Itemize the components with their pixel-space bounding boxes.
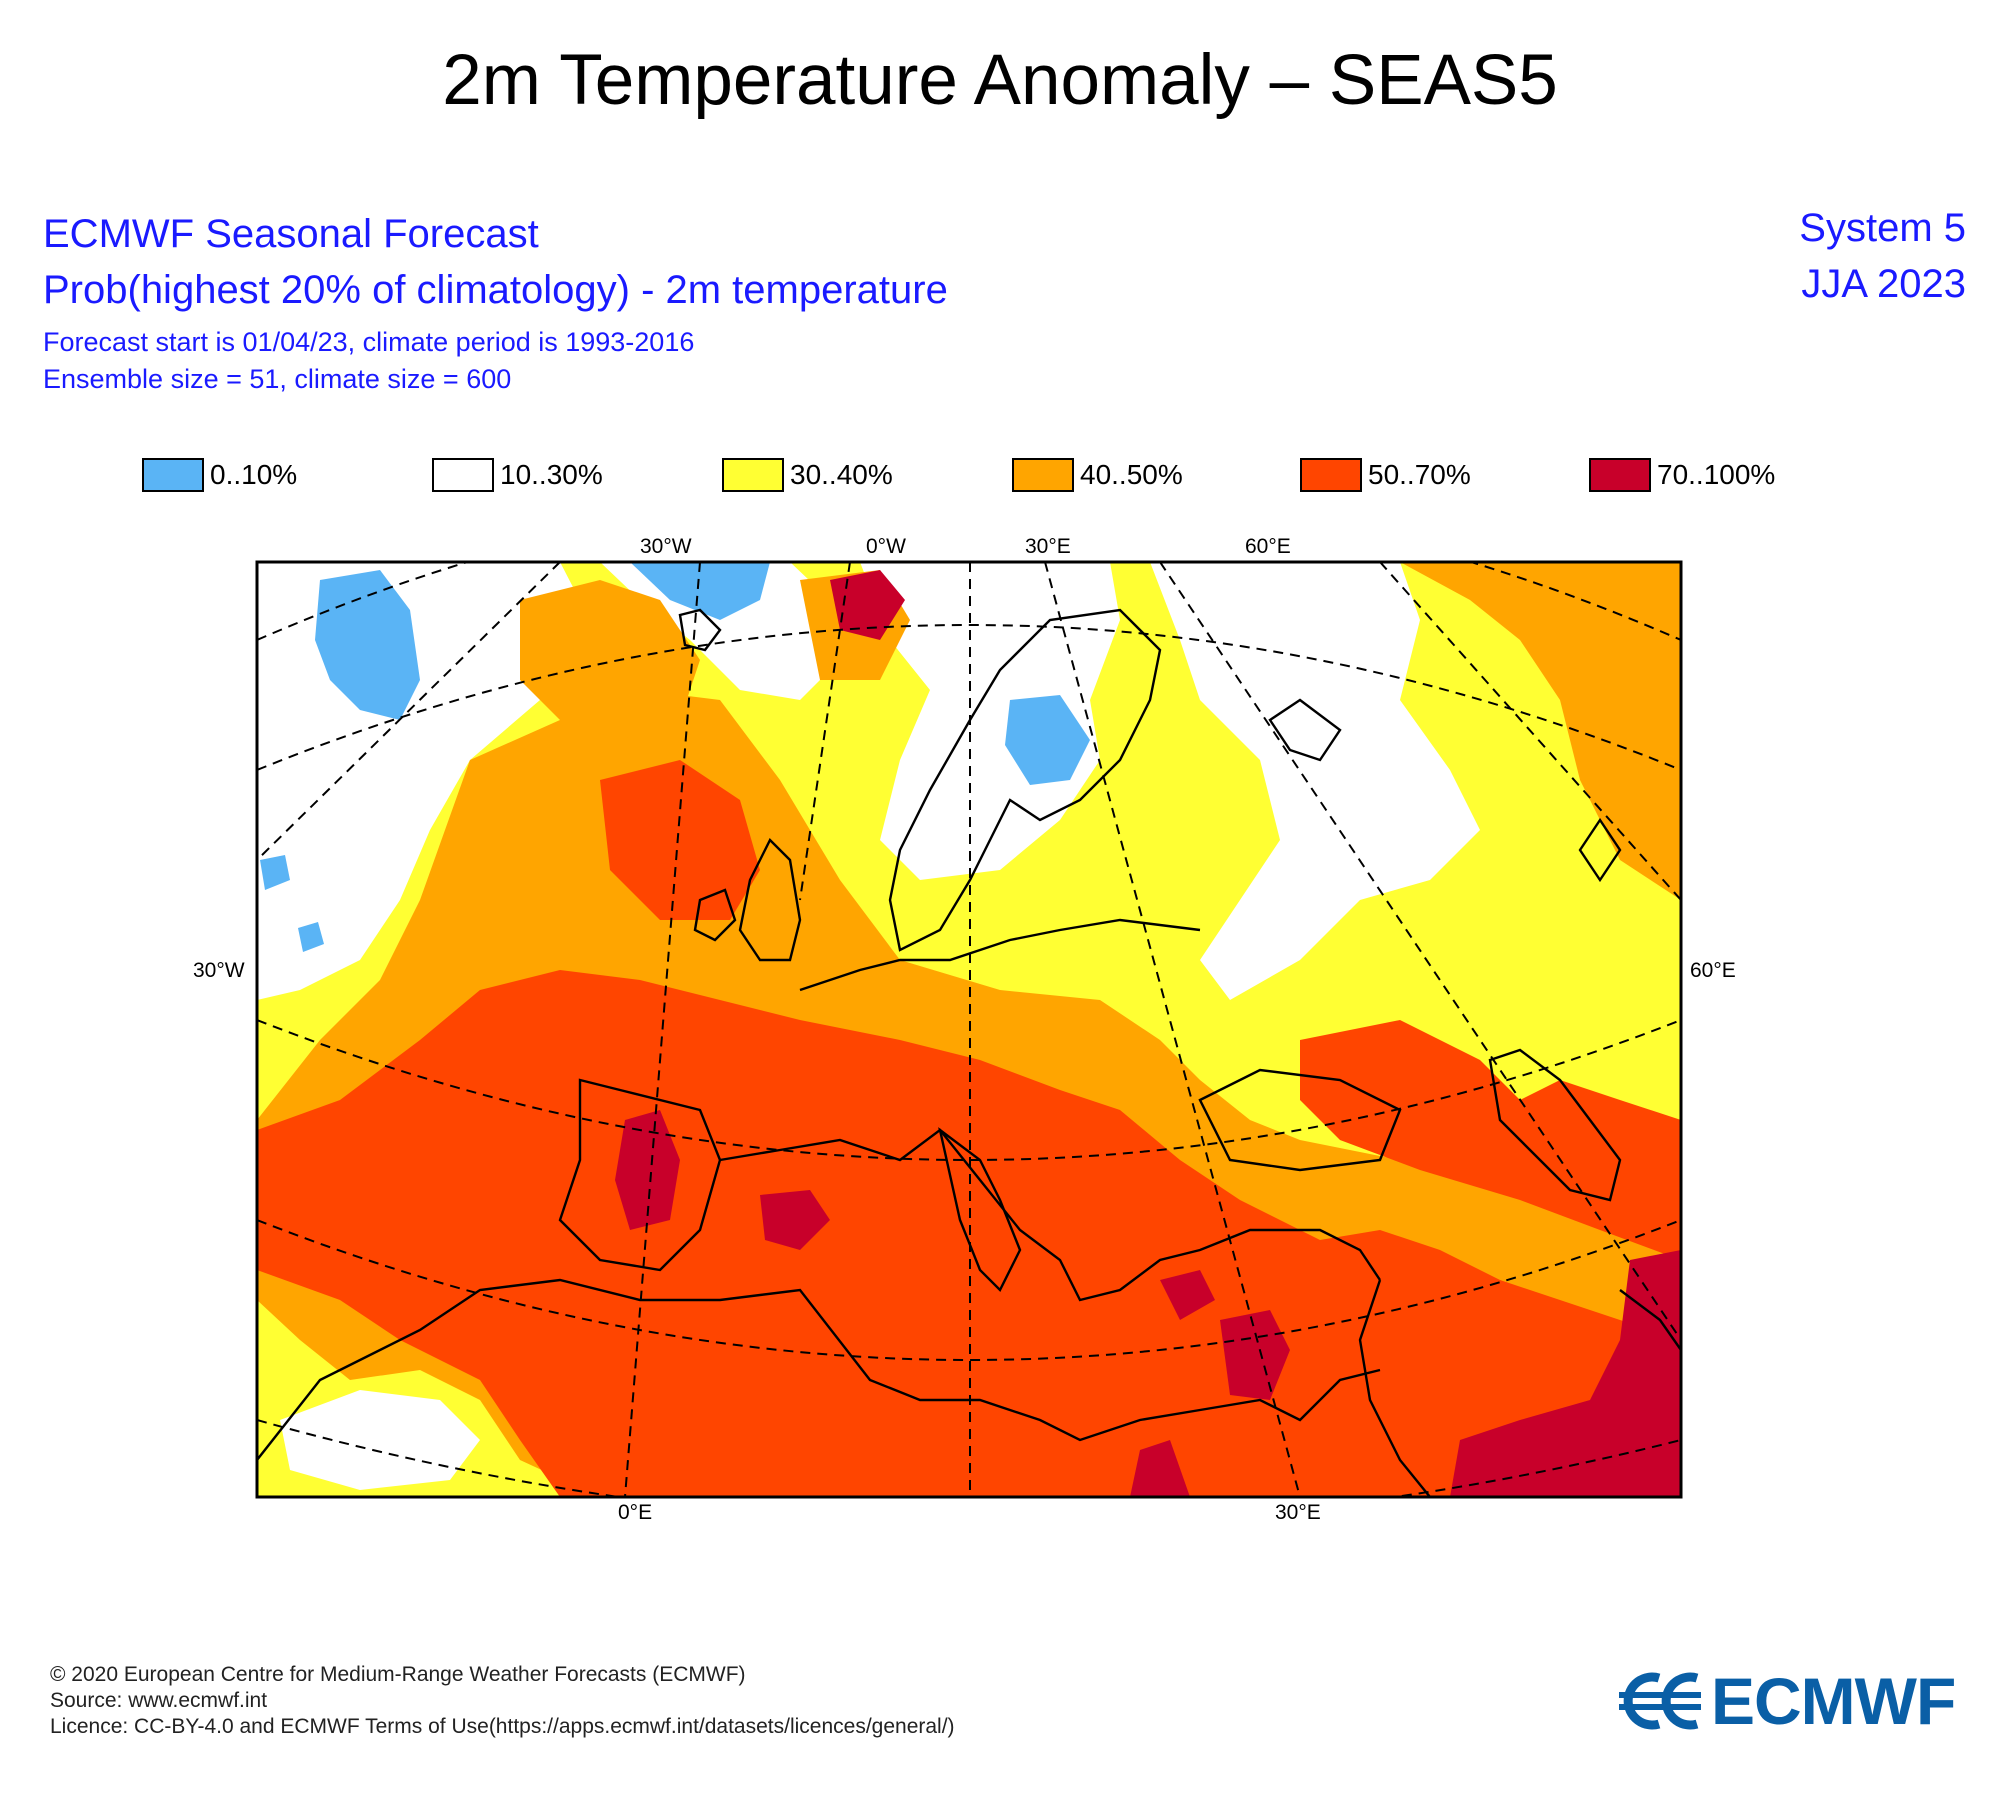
header-ensemble-size: Ensemble size = 51, climate size = 600: [43, 364, 512, 394]
coastline-iberia: [558, 1078, 722, 1272]
coastline-europe-north: [799, 918, 1201, 992]
legend-label: 0..10%: [210, 459, 298, 490]
field-10-30-russia-east: [1150, 562, 1480, 1000]
field-50-70-turkey-east: [1300, 1020, 1681, 1260]
header-season: JJA 2023: [1801, 262, 1966, 306]
map-frame: [255, 560, 1683, 1499]
legend-item: 50..70%: [1300, 455, 1471, 495]
legend-item: 10..30%: [432, 455, 603, 495]
legend-item: 30..40%: [722, 455, 893, 495]
field-70-100-mediterranean: [760, 1190, 830, 1250]
field-40-50-iceland: [520, 580, 700, 740]
field-0-10-sweden: [1005, 695, 1090, 785]
field-50-70-atlantic-north: [600, 760, 760, 920]
graticule-parallel: [257, 624, 1681, 771]
graticule-meridian: [1159, 562, 1681, 1341]
coastline-scandinavia: [888, 608, 1162, 952]
graticule-meridian: [1044, 562, 1301, 1497]
field-70-100-libya: [1220, 1310, 1290, 1400]
coastline-britain: [738, 837, 802, 962]
field-40-50-arctic-east: [1400, 562, 1681, 900]
coastline-white-sea: [1268, 698, 1342, 762]
legend-swatch-40-50: [1012, 458, 1074, 492]
coastline-italy: [938, 1127, 1022, 1293]
legend-label: 30..40%: [790, 459, 893, 490]
legend-label: 50..70%: [1368, 459, 1471, 490]
legend-swatch-70-100: [1589, 458, 1651, 492]
graticule-parallel: [257, 1019, 1681, 1161]
legend-label: 40..50%: [1080, 459, 1183, 490]
coastline-mediterranean-north: [719, 1128, 1381, 1302]
graticule-meridian: [1379, 562, 1681, 901]
legend-swatch-30-40: [722, 458, 784, 492]
ecmwf-logo-text: ECMWF: [1711, 1664, 1956, 1738]
coastline-red-sea: [1619, 1289, 1681, 1351]
legend: 0..10% 10..30% 30..40% 40..50% 50..70% 7…: [142, 455, 1822, 495]
legend-label: 70..100%: [1657, 459, 1776, 490]
legend-label: 10..30%: [500, 459, 603, 490]
graticule-meridian: [257, 562, 561, 861]
map-label-bottom-30e: 30°E: [1275, 1501, 1321, 1520]
field-70-100-norway-sea: [830, 570, 905, 640]
ecmwf-logo: ECMWF: [1617, 1664, 1962, 1738]
legend-swatch-10-30: [432, 458, 494, 492]
map-label-top-0w: 0°W: [866, 535, 906, 558]
header-forecast-start: Forecast start is 01/04/23, climate peri…: [43, 327, 695, 357]
field-70-100-middle-east: [1450, 1250, 1681, 1497]
field-0-10-atlantic-small: [260, 855, 290, 890]
coastline-levant: [1358, 1279, 1431, 1497]
map-field: [257, 562, 1681, 1497]
legend-item: 70..100%: [1589, 455, 1775, 495]
ecmwf-logo-icon: [1619, 1672, 1701, 1730]
footer-copyright: © 2020 European Centre for Medium-Range …: [50, 1663, 746, 1686]
legend-item: 40..50%: [1012, 455, 1183, 495]
coastline-north-africa: [257, 1278, 1381, 1461]
field-0-10-greenland: [315, 570, 420, 720]
map-label-top-30e: 30°E: [1025, 535, 1071, 558]
map-label-top-60e: 60°E: [1245, 535, 1291, 558]
header-system: System 5: [1799, 206, 1966, 250]
graticule: [257, 562, 1681, 1497]
page-title: 2m Temperature Anomaly – SEAS5: [442, 41, 1558, 120]
coastline-caspian: [1488, 1048, 1622, 1202]
graticule-parallel: [257, 1219, 1681, 1361]
legend-swatch-0-10: [142, 458, 204, 492]
coastline-novaya-zemlya: [1578, 817, 1622, 883]
map-label-right-60e: 60°E: [1690, 959, 1736, 982]
graticule-meridian: [799, 562, 851, 901]
map-label-bottom-0e: 0°E: [618, 1501, 652, 1520]
coastline-ireland: [693, 888, 737, 942]
coastlines: [257, 608, 1681, 1497]
header-variable: Prob(highest 20% of climatology) - 2m te…: [43, 268, 948, 312]
map-label-left-30w: 30°W: [193, 959, 245, 982]
header-forecast-name: ECMWF Seasonal Forecast: [43, 212, 539, 256]
footer-licence: Licence: CC-BY-4.0 and ECMWF Terms of Us…: [50, 1715, 955, 1738]
coastline-iceland: [678, 608, 722, 652]
footer-source: Source: www.ecmwf.int: [50, 1689, 268, 1712]
field-70-100-iberia: [615, 1110, 680, 1230]
coastline-black-sea: [1198, 1068, 1402, 1172]
graticule-meridian: [624, 562, 701, 1497]
legend-item: 0..10%: [142, 455, 297, 495]
field-70-100-egypt: [1130, 1440, 1190, 1497]
map-label-top-30w: 30°W: [640, 535, 692, 558]
legend-swatch-50-70: [1300, 458, 1362, 492]
forecast-map: 30°W 0°W 30°E 60°E 30°W 60°E 0°E 30°E: [193, 535, 1736, 1520]
field-10-30-sahara: [280, 1390, 480, 1490]
field-0-10-atlantic-small2: [298, 922, 324, 952]
field-0-10-arctic: [630, 562, 770, 620]
field-70-100-adriatic: [1160, 1270, 1215, 1320]
